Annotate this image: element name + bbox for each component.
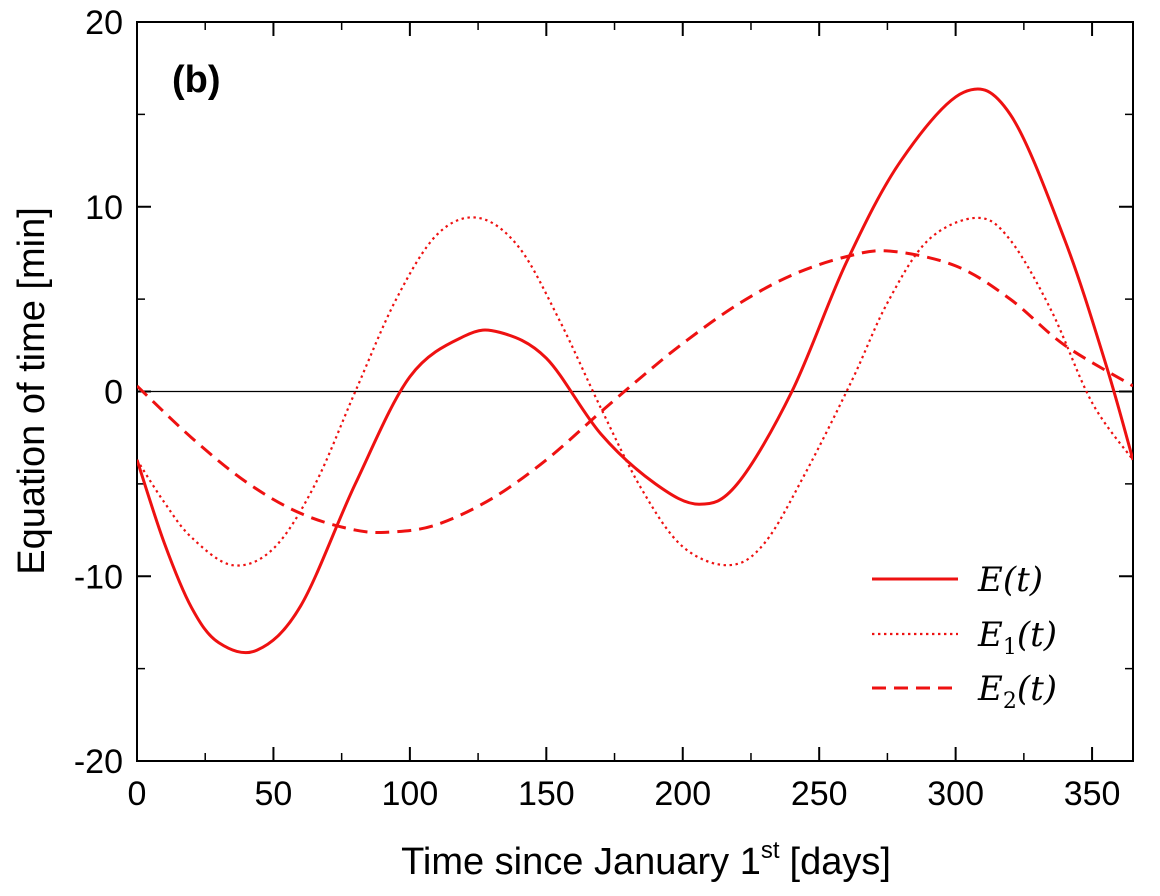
y-tick-label: -10: [74, 558, 123, 596]
series-line-e2: [137, 249, 1133, 535]
x-tick-label: 250: [791, 775, 848, 813]
legend: E(t)E1(t)E2(t): [872, 560, 1057, 714]
legend-label-main: E: [977, 615, 1003, 655]
x-tick-label: 300: [927, 775, 984, 813]
x-axis-title-main: Time since January 1: [401, 841, 761, 883]
legend-label-argument: (t): [1017, 669, 1057, 709]
y-tick-label: -20: [74, 743, 123, 781]
legend-label-main: E: [977, 560, 1003, 600]
legend-label-e2: E2(t): [977, 669, 1057, 714]
y-tick-label: 0: [104, 374, 123, 412]
x-tick-label: 200: [654, 775, 711, 813]
x-tick-label: 150: [518, 775, 575, 813]
x-tick-label: 0: [128, 775, 147, 813]
x-axis-title: Time since January 1st [days]: [401, 837, 891, 883]
x-tick-label: 100: [382, 775, 439, 813]
x-axis-title-superscript: st: [761, 837, 780, 864]
legend-label-argument: (t): [1003, 560, 1043, 600]
legend-label-e1: E1(t): [977, 615, 1057, 660]
legend-label-subscript: 1: [1003, 635, 1017, 660]
legend-label-e: E(t): [977, 560, 1043, 600]
legend-label-main: E: [977, 669, 1003, 709]
y-tick-label: 10: [85, 189, 123, 227]
legend-label-argument: (t): [1017, 615, 1057, 655]
series-line-e: [137, 87, 1133, 655]
x-tick-label: 50: [255, 775, 293, 813]
y-axis-title: Equation of time [min]: [11, 207, 53, 575]
panel-label: (b): [172, 59, 221, 101]
x-tick-label: 350: [1064, 775, 1121, 813]
legend-label-subscript: 2: [1003, 689, 1017, 714]
x-axis-title-unit: [days]: [790, 841, 891, 883]
y-tick-label: 20: [85, 4, 123, 42]
